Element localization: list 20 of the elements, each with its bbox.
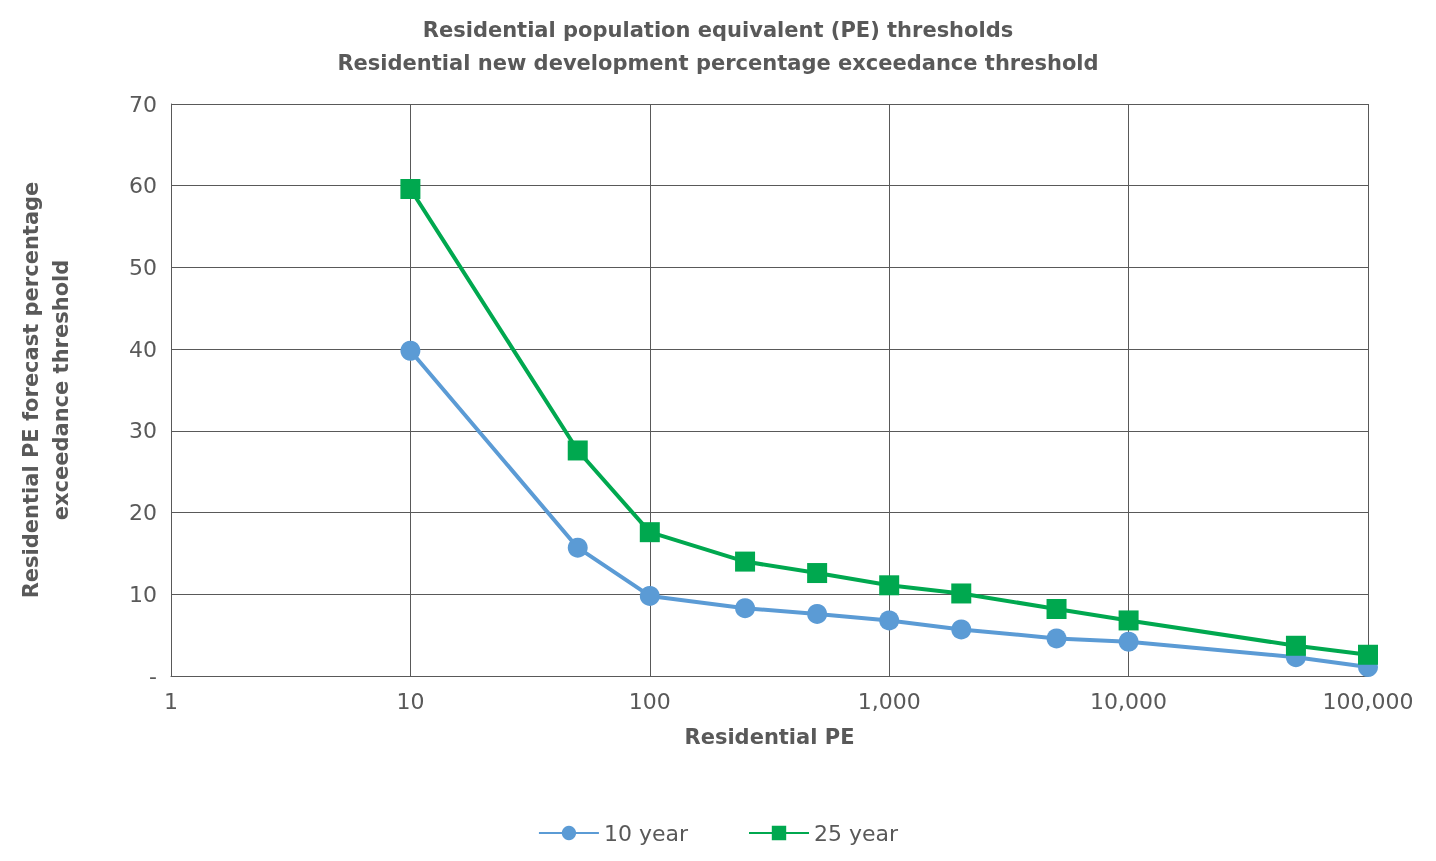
x-tick-label: 1,000 (857, 688, 921, 714)
y-tick-label: 50 (129, 254, 157, 280)
y-tick-label: 40 (129, 336, 157, 362)
x-tick-label: 100 (628, 688, 671, 714)
x-tick-label: 100,000 (1322, 688, 1414, 714)
y-tick-label: 30 (129, 418, 157, 444)
chart-subtitle: Residential new development percentage exceedance threshold (337, 50, 1099, 75)
chart-title: Residential population equivalent (PE) thresholds (422, 17, 1014, 42)
legend-label: 10 year (603, 820, 689, 846)
y-tick-label: 60 (129, 173, 157, 199)
legend-label: 25 year (814, 820, 900, 846)
x-tick-label: 1 (164, 688, 178, 714)
y-tick-label: 70 (129, 91, 157, 117)
y-tick-label: - (149, 663, 157, 689)
x-tick-label: 10,000 (1090, 688, 1168, 714)
y-tick-label: 20 (129, 500, 157, 526)
x-tick-label: 10 (396, 688, 425, 714)
y-axis-title: Residential PE forecast percentage exceedance threshold (19, 181, 73, 599)
y-tick-label: 10 (129, 581, 157, 607)
x-axis-title: Residential PE (684, 724, 855, 749)
